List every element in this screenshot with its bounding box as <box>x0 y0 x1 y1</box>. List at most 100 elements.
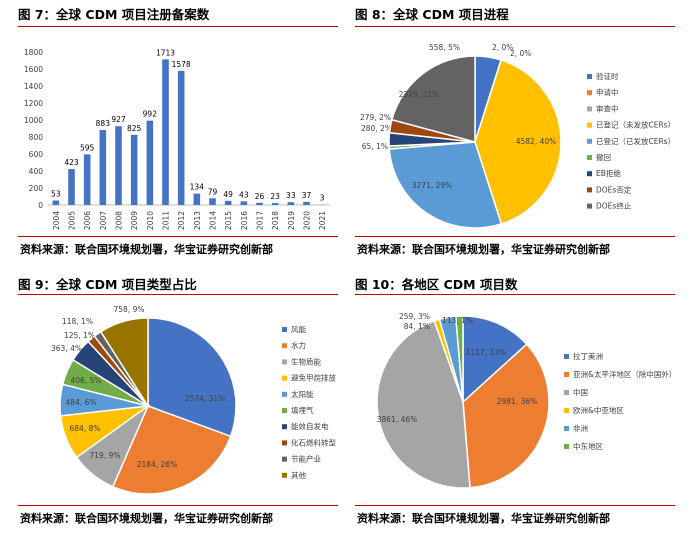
fig8-title-rule <box>355 26 675 27</box>
fig9-source: 资料来源：联合国环境规划署，华宝证券研究创新部 <box>20 512 273 525</box>
y-tick-label: 800 <box>29 133 44 142</box>
pie-data-label: 406, 5% <box>71 376 102 385</box>
bar-data-label: 33 <box>286 191 296 200</box>
bar <box>271 203 279 205</box>
x-tick-label: 2005 <box>68 211 77 230</box>
bar-data-label: 992 <box>143 110 158 119</box>
pie-data-label: 65, 1% <box>362 142 388 151</box>
pie-data-label: 118, 1% <box>62 317 93 326</box>
x-tick-label: 2009 <box>130 211 139 230</box>
fig8-pie-chart: 558, 5% 验证时 2, 0% 申请中 2, 0% 审查中 4582, 40% 已登记（未… <box>360 43 675 229</box>
fig7-bar-chart: 0 200 400 600 800 1000 1200 1400 1600 1800 53 2004 4… <box>24 48 330 230</box>
y-tick-label: 1200 <box>24 99 43 108</box>
x-tick-label: 2004 <box>52 211 61 230</box>
y-tick-label: 1000 <box>24 116 43 125</box>
legend-label: EB拒绝 <box>596 168 621 178</box>
x-tick-label: 2014 <box>209 211 218 230</box>
fig9-title-rule <box>18 294 338 295</box>
x-tick-label: 2010 <box>146 211 155 230</box>
legend-swatch <box>564 444 569 449</box>
bar-data-label: 53 <box>51 189 61 198</box>
bar <box>287 202 295 205</box>
legend-swatch <box>282 391 287 397</box>
fig9-panel: 图 9：全球 CDM 项目类型占比 2574, 31% 风能 2184, 26% 水力… <box>18 274 338 532</box>
legend-label: 申请中 <box>596 87 619 97</box>
y-tick-label: 200 <box>29 184 44 193</box>
legend-label: 审查中 <box>596 103 619 113</box>
pie-data-label: 125, 1% <box>64 331 95 340</box>
pie-data-label: 719, 9% <box>90 451 121 460</box>
legend-swatch <box>587 155 592 160</box>
legend-swatch <box>282 424 287 430</box>
pie-slice <box>111 405 232 495</box>
legend-swatch <box>282 472 287 478</box>
fig8-title: 图 8：全球 CDM 项目进程 <box>355 7 509 22</box>
pie-slice <box>99 317 149 409</box>
pie-data-label: 758, 9% <box>114 305 145 314</box>
pie-data-label: 2, 0% <box>492 43 513 52</box>
bar-data-label: 79 <box>208 187 218 196</box>
bar-data-label: 1713 <box>156 48 175 57</box>
x-tick-label: 2021 <box>318 211 327 230</box>
bar-data-label: 883 <box>96 119 111 128</box>
x-tick-label: 2020 <box>303 211 312 230</box>
bar-data-label: 825 <box>127 124 142 133</box>
legend-swatch <box>587 203 592 209</box>
bar <box>177 70 185 206</box>
bar <box>52 200 60 205</box>
legend-swatch <box>587 106 592 112</box>
legend-swatch <box>282 375 287 381</box>
legend-swatch <box>564 354 569 359</box>
pie-data-label: 363, 4% <box>51 344 82 353</box>
fig8-source-rule <box>355 236 675 237</box>
bar <box>83 154 91 205</box>
legend-label: 其他 <box>291 470 306 480</box>
x-tick-label: 2018 <box>271 211 280 230</box>
fig10-source: 资料来源：联合国环境规划署，华宝证券研究创新部 <box>357 512 610 525</box>
bar-data-label: 927 <box>111 115 126 124</box>
bar-data-label: 134 <box>190 183 205 192</box>
legend-label: 太阳能 <box>291 389 314 399</box>
legend-label: 中东地区 <box>573 441 603 451</box>
legend-label: 水力 <box>291 340 306 350</box>
fig7-title-rule <box>18 26 338 27</box>
y-tick-label: 1400 <box>24 82 43 91</box>
fig7-source-rule <box>18 236 338 237</box>
bar <box>146 120 154 205</box>
legend-swatch <box>282 327 287 332</box>
legend-swatch <box>564 426 569 431</box>
pie-data-label: 279, 2% <box>360 113 391 122</box>
legend-swatch <box>282 408 287 413</box>
legend-swatch <box>587 138 592 144</box>
pie-slice <box>388 141 503 229</box>
y-tick-label: 1800 <box>24 48 43 57</box>
pie-slice <box>462 343 550 489</box>
pie-slice <box>391 55 476 143</box>
pie-slice <box>376 319 471 489</box>
x-tick-label: 2007 <box>99 211 108 230</box>
legend-label: 能效自发电 <box>291 421 329 431</box>
y-tick-label: 0 <box>38 201 43 210</box>
pie-slice <box>454 315 464 403</box>
pie-data-label: 4582, 40% <box>516 137 557 146</box>
pie-data-label: 2981, 36% <box>497 397 538 406</box>
pie-data-label: 2574, 31% <box>185 394 226 403</box>
legend-label: 化石燃料转型 <box>291 437 336 447</box>
bar <box>162 59 169 205</box>
fig9-title: 图 9：全球 CDM 项目类型占比 <box>18 277 197 292</box>
legend-label: 中国 <box>573 387 588 397</box>
legend-label: 风能 <box>291 324 306 334</box>
y-tick-label: 1600 <box>24 65 43 74</box>
fig10-panel: 图 10：各地区 CDM 项目数 1117, 13% 拉丁美洲 2981, 36% 亚… <box>355 274 676 532</box>
bar <box>130 134 138 205</box>
bar-data-label: 1578 <box>172 60 191 69</box>
pie-data-label: 2184, 26% <box>137 460 178 469</box>
legend-label: 节能产业 <box>291 454 321 464</box>
legend-label: 欧洲&中亚地区 <box>573 405 624 415</box>
pie-data-label: 558, 5% <box>429 43 460 52</box>
bar <box>115 126 122 205</box>
bar <box>68 169 75 205</box>
legend-swatch <box>282 440 287 446</box>
pie-data-label: 684, 8% <box>70 424 101 433</box>
pie-slice <box>462 315 528 404</box>
